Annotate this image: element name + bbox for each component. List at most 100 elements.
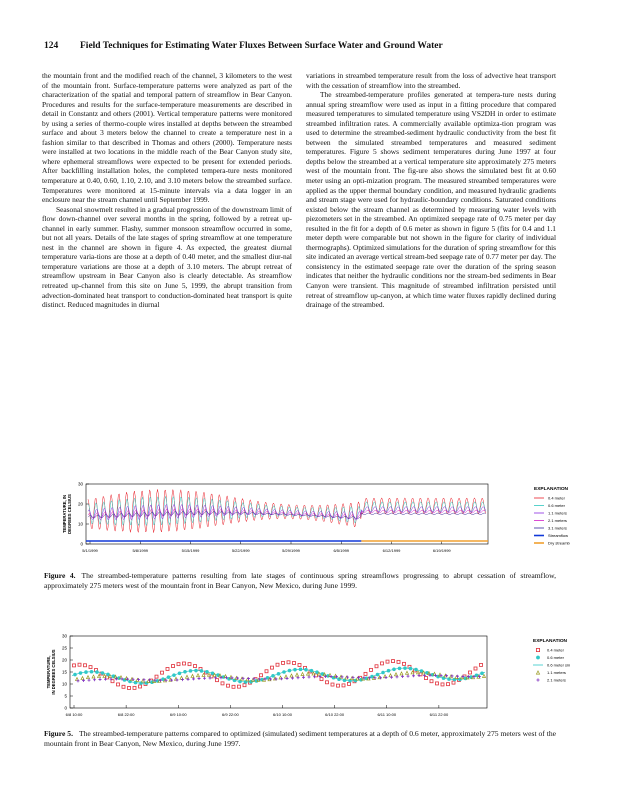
marker	[269, 677, 272, 681]
x-tick-label: 5/22/1999	[232, 548, 251, 553]
marker	[175, 678, 179, 682]
marker	[225, 676, 228, 680]
marker	[116, 682, 120, 687]
x-tick-label: 5/1/1999	[82, 548, 98, 553]
y-axis-title: TEMPERATURE, INDEGREES CELSIUS	[62, 494, 72, 534]
marker	[275, 662, 280, 667]
marker	[479, 663, 483, 667]
marker	[391, 659, 395, 663]
y-tick-label: 15	[62, 670, 68, 675]
legend-title: EXPLANATION	[533, 638, 568, 644]
marker	[395, 675, 399, 679]
marker	[98, 677, 102, 681]
marker	[297, 663, 302, 667]
marker	[362, 676, 366, 680]
marker	[170, 678, 173, 682]
marker	[401, 674, 404, 678]
y-tick-label: 0	[80, 542, 83, 547]
marker	[412, 674, 415, 678]
marker	[187, 662, 192, 667]
marker	[329, 675, 333, 679]
marker	[316, 671, 322, 676]
marker	[258, 677, 261, 681]
marker	[368, 676, 371, 680]
marker	[176, 662, 181, 667]
marker	[193, 664, 197, 668]
marker	[280, 677, 283, 681]
y-tick-label: 0	[64, 706, 67, 711]
marker	[445, 674, 448, 678]
marker	[336, 683, 340, 688]
y-axis-title-line: TEMPERATURE,	[46, 656, 51, 689]
legend-label: 0.6 meter	[547, 655, 565, 660]
x-tick-label: 5/29/1999	[282, 548, 301, 553]
caption-label: Figure 5.	[44, 729, 73, 738]
marker	[404, 670, 410, 675]
marker	[446, 682, 450, 687]
marker	[434, 673, 437, 677]
legend-label: 0.6 meter	[548, 503, 566, 508]
marker	[259, 673, 263, 678]
marker	[363, 671, 368, 676]
legend-label: 0.4 meter	[548, 496, 566, 501]
left-column: the mountain front and the modified reac…	[42, 71, 292, 310]
marker	[319, 677, 324, 682]
marker	[429, 679, 434, 684]
y-axis-title-line: TEMPERATURE, IN	[62, 495, 67, 533]
legend-label: Dry streambed	[548, 541, 570, 546]
marker	[473, 666, 478, 671]
caption-text: The streambed-temperature patterns resul…	[44, 571, 556, 590]
marker	[220, 681, 225, 686]
marker	[190, 673, 195, 678]
marker	[325, 680, 329, 685]
marker	[417, 674, 421, 678]
marker	[396, 659, 401, 664]
marker	[369, 667, 373, 672]
marker	[385, 659, 390, 664]
marker	[285, 676, 289, 680]
marker	[373, 676, 377, 680]
marker	[83, 663, 87, 668]
marker	[110, 679, 115, 684]
marker	[132, 685, 137, 690]
marker	[270, 665, 274, 670]
marker	[291, 676, 294, 680]
marker	[208, 676, 212, 680]
x-tick-label: 6/19/1999	[433, 548, 452, 553]
marker	[440, 682, 445, 687]
marker	[109, 677, 113, 681]
marker	[214, 676, 217, 680]
x-tick-label: 6/10 22:00	[325, 712, 345, 717]
temperature-trace	[87, 495, 486, 527]
marker	[300, 671, 305, 676]
x-tick-label: 6/5/1999	[333, 548, 349, 553]
marker	[236, 676, 239, 680]
marker	[461, 674, 465, 678]
marker	[230, 676, 234, 680]
marker	[215, 678, 219, 683]
marker	[153, 678, 157, 682]
marker	[421, 670, 426, 675]
legend-label: 1.1 meters	[548, 511, 567, 516]
y-tick-label: 10	[62, 682, 68, 687]
marker	[399, 671, 404, 676]
marker	[159, 678, 162, 682]
x-tick-label: 6/9 10:00	[170, 712, 187, 717]
caption-text: The streambed-temperature patterns compa…	[44, 729, 556, 748]
marker	[85, 674, 91, 680]
marker	[181, 678, 184, 682]
marker	[324, 675, 327, 679]
marker	[439, 673, 443, 677]
marker	[88, 665, 93, 670]
legend-label: 0.4 meter	[547, 648, 565, 653]
marker	[160, 670, 164, 675]
marker	[186, 677, 190, 681]
x-tick-label: 5/8/1999	[132, 548, 148, 553]
marker	[137, 678, 140, 682]
marker	[402, 661, 406, 666]
right-column: variations in streambed temperature resu…	[306, 71, 556, 310]
marker	[289, 673, 294, 678]
marker	[410, 670, 415, 675]
marker	[467, 675, 470, 679]
